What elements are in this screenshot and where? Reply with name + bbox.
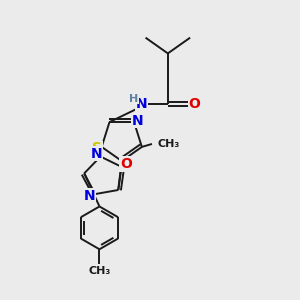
Text: CH₃: CH₃ [157, 139, 180, 149]
Text: O: O [120, 157, 132, 171]
Text: N: N [136, 97, 148, 111]
Text: N: N [84, 188, 96, 203]
Text: N: N [132, 114, 143, 128]
Text: H: H [129, 94, 138, 104]
Text: CH₃: CH₃ [88, 266, 111, 276]
Text: S: S [92, 141, 102, 155]
Text: O: O [189, 97, 200, 111]
Text: N: N [91, 147, 103, 160]
